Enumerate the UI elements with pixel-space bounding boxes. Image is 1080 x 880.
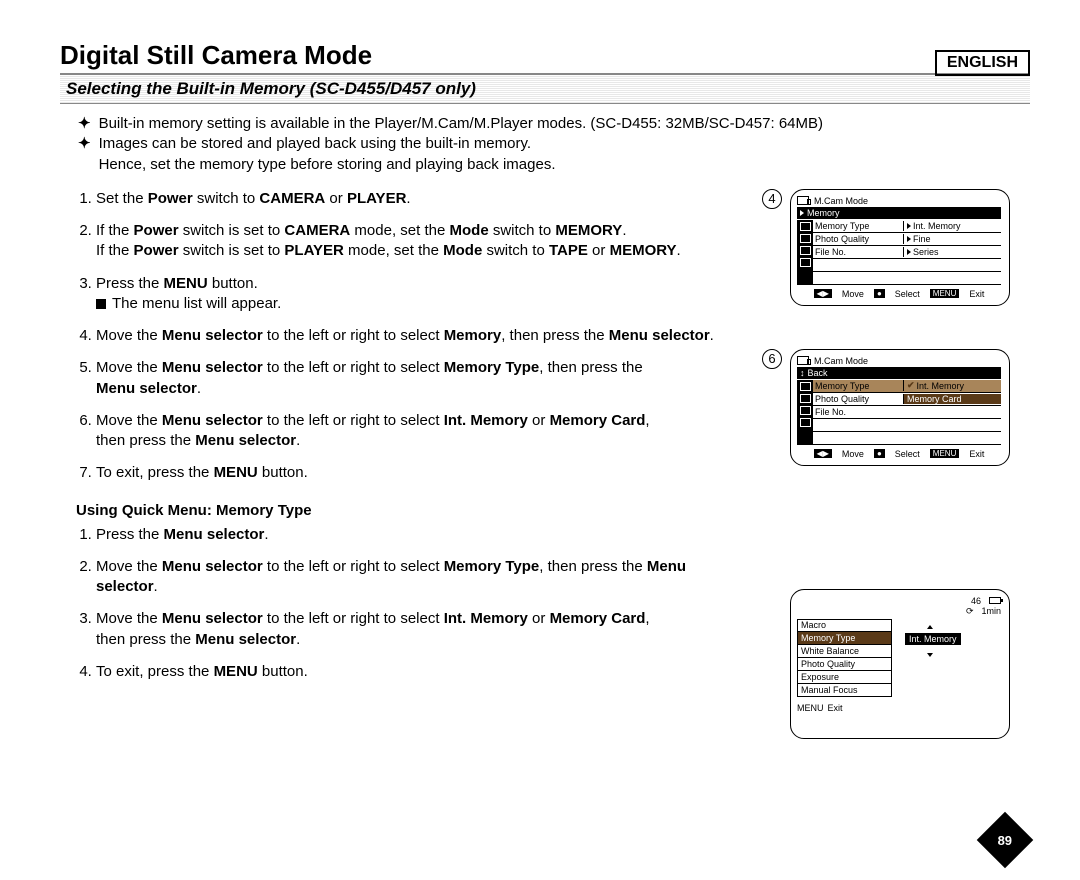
- language-badge: ENGLISH: [935, 50, 1030, 76]
- screen6-row2-value: Memory Card: [907, 394, 962, 404]
- screen4-row1-value: Int. Memory: [913, 221, 961, 231]
- intro-line-2: Images can be stored and played back usi…: [99, 134, 556, 175]
- screen6-row1-value: Int. Memory: [917, 381, 965, 391]
- quick-steps-list: Press the Menu selector. Move the Menu s…: [60, 525, 770, 683]
- screen-figure-6: M.Cam Mode ↕Back Memory Type✔Int. Memory…: [790, 349, 1010, 466]
- qstep-3: Move the Menu selector to the left or ri…: [96, 609, 770, 650]
- triangle-icon: [800, 210, 804, 216]
- qstep-1: Press the Menu selector.: [96, 525, 770, 545]
- step-6: Move the Menu selector to the left or ri…: [96, 411, 770, 452]
- section-subtitle: Selecting the Built-in Memory (SC-D455/D…: [66, 79, 476, 98]
- intro-block: ✦ Built-in memory setting is available in…: [78, 114, 1030, 175]
- step-7: To exit, press the MENU button.: [96, 463, 770, 483]
- step-1: Set the Power switch to CAMERA or PLAYER…: [96, 189, 770, 209]
- page-title: Digital Still Camera Mode: [60, 40, 1030, 71]
- bullet-icon: ✦: [78, 134, 91, 175]
- camera-icon: [797, 356, 809, 365]
- intro-line-2b: Hence, set the memory type before storin…: [99, 156, 556, 173]
- step-5: Move the Menu selector to the left or ri…: [96, 358, 770, 399]
- square-bullet-icon: [96, 299, 106, 309]
- qm-item-white-balance: White Balance: [797, 645, 892, 658]
- screen6-row3-label: File No.: [813, 407, 903, 417]
- step-2: If the Power switch is set to CAMERA mod…: [96, 221, 770, 262]
- qm-item-memory-type: Memory Type: [797, 632, 892, 645]
- qstep-4: To exit, press the MENU button.: [96, 662, 770, 682]
- intro-line-1: Built-in memory setting is available in …: [99, 114, 823, 134]
- figure-marker-6: 6: [762, 349, 782, 369]
- qm-item-macro: Macro: [797, 619, 892, 632]
- qm-item-manual-focus: Manual Focus: [797, 684, 892, 697]
- intro-line-2a: Images can be stored and played back usi…: [99, 135, 531, 152]
- qm-item-photo-quality: Photo Quality: [797, 658, 892, 671]
- down-arrow-icon: [927, 649, 933, 660]
- qm-selected-option: Int. Memory: [905, 633, 961, 645]
- step-4: Move the Menu selector to the left or ri…: [96, 326, 770, 346]
- bullet-icon: ✦: [78, 114, 91, 134]
- up-arrow-icon: [927, 621, 933, 632]
- quickmenu-footer: MENUExit: [797, 703, 1001, 713]
- screen4-footer: ◀▶Move ●Select MENUExit: [797, 289, 1001, 299]
- screen4-mode: M.Cam Mode: [812, 196, 870, 206]
- screen4-row3-label: File No.: [813, 247, 903, 257]
- main-steps-list: Set the Power switch to CAMERA or PLAYER…: [60, 189, 770, 484]
- step-3: Press the MENU button. The menu list wil…: [96, 274, 770, 315]
- quick-menu-heading: Using Quick Menu: Memory Type: [76, 502, 770, 519]
- screen6-row2-label: Photo Quality: [813, 394, 903, 404]
- screen-figure-4: M.Cam Mode Memory Memory Type Int. Memory…: [790, 189, 1010, 306]
- camera-icon: [797, 196, 809, 205]
- screen6-mode: M.Cam Mode: [812, 356, 870, 366]
- screen6-footer: ◀▶Move ●Select MENUExit: [797, 449, 1001, 459]
- screen6-row1-label: Memory Type: [813, 381, 903, 391]
- qstep-2: Move the Menu selector to the left or ri…: [96, 557, 770, 598]
- page-number: 89: [998, 833, 1012, 848]
- quickmenu-status: 46: [797, 596, 1001, 606]
- screen4-row1-label: Memory Type: [813, 221, 903, 231]
- section-subtitle-bar: Selecting the Built-in Memory (SC-D455/D…: [60, 73, 1030, 104]
- quickmenu-time: 1min: [981, 606, 1001, 616]
- page-number-badge: 89: [977, 812, 1034, 869]
- figures-column: 4 M.Cam Mode Memory Memory TypeInt. Memo…: [790, 189, 1030, 698]
- screen4-section: Memory: [807, 208, 840, 218]
- quickmenu-list: Macro Memory Type White Balance Photo Qu…: [797, 619, 892, 697]
- figure-marker-4: 4: [762, 189, 782, 209]
- instructions-column: Set the Power switch to CAMERA or PLAYER…: [60, 189, 770, 698]
- screen4-row3-value: Series: [913, 247, 939, 257]
- menu-icon-column: [797, 380, 813, 445]
- menu-icon-column: [797, 220, 813, 285]
- screen6-back: Back: [808, 368, 828, 378]
- screen4-row2-label: Photo Quality: [813, 234, 903, 244]
- battery-icon: [989, 597, 1001, 604]
- screen-figure-quickmenu: 46 ⟳1min Macro Memory Type White Balance…: [790, 589, 1010, 739]
- screen4-row2-value: Fine: [913, 234, 931, 244]
- qm-item-exposure: Exposure: [797, 671, 892, 684]
